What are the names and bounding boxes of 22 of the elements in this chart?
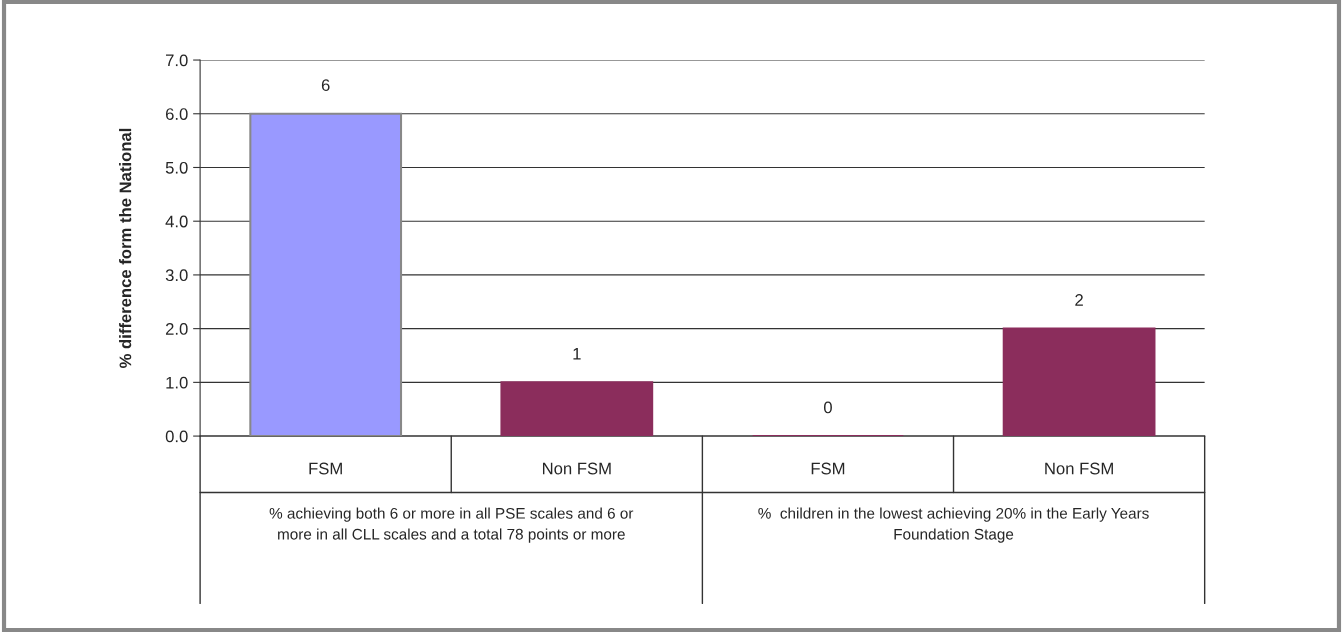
y-tick-label: 5.0 [165,161,188,174]
x-tick-label: Non FSM [1045,462,1113,475]
text: % children in the lowest achieving 20% in the Early Years Foundation Stage [758,507,1149,543]
y-tick-label: 1.0 [166,376,188,389]
y-tick-label: 4.0 [165,215,188,228]
y-tick-label: 3.0 [165,269,188,282]
y-tick-label: 7.0 [165,54,188,67]
y-axis-title: % difference form the National [119,128,132,369]
x-tick-label: FSM [811,462,845,475]
x-tick-label: Non FSM [542,462,611,475]
x-tick-label: FSM [309,462,342,475]
y-tick-label: 6.0 [165,108,188,120]
text: % achieving both 6 or more in all PSE scales and 6 or more in all CLL scales and a total 78 points or more [269,507,634,543]
bar [1002,327,1156,437]
data-label: 1 [573,347,581,360]
data-label: 2 [1075,294,1083,306]
bar [500,381,654,437]
bar [249,112,403,437]
y-tick-label: 0.0 [165,430,188,443]
data-label: 0 [823,401,832,414]
y-tick-label: 2.0 [165,323,188,335]
data-label: 6 [321,79,330,92]
